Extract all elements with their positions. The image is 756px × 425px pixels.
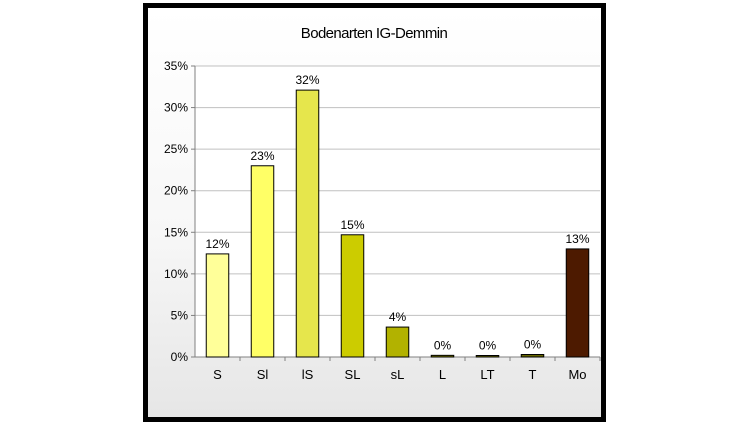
x-tick-label: lS xyxy=(302,367,314,382)
y-tick-label: 30% xyxy=(164,101,188,115)
y-tick-label: 35% xyxy=(164,59,188,73)
bar-Sl[interactable] xyxy=(250,165,275,358)
data-label: 4% xyxy=(389,310,407,324)
x-tick-label: S xyxy=(213,367,222,382)
y-tick-label: 15% xyxy=(164,225,188,239)
data-label: 0% xyxy=(479,339,497,353)
chart-title: Bodenarten IG-Demmin xyxy=(301,25,448,42)
x-tick-label: Sl xyxy=(257,367,269,382)
data-label: 15% xyxy=(340,218,364,232)
y-tick-label: 25% xyxy=(164,142,188,156)
bar-Mo[interactable] xyxy=(565,248,590,358)
x-tick-label: SL xyxy=(345,367,361,382)
y-tick-label: 20% xyxy=(164,184,188,198)
data-label: 32% xyxy=(295,73,319,87)
x-tick-label: Mo xyxy=(568,367,586,382)
y-tick-label: 5% xyxy=(171,308,189,322)
data-label: 0% xyxy=(434,338,452,352)
x-tick-label: LT xyxy=(480,367,494,382)
x-tick-label: L xyxy=(439,367,446,382)
bar-chart: Bodenarten IG-Demmin 0% 5% 10% 15% 20% 25% 30%… xyxy=(164,25,601,382)
bar-sL[interactable] xyxy=(385,326,410,358)
data-label: 23% xyxy=(250,149,274,163)
bar-lS[interactable] xyxy=(295,89,320,358)
bar-T[interactable] xyxy=(520,354,545,358)
chart-frame: Bodenarten IG-Demmin 0% 5% 10% 15% 20% 25% 30%… xyxy=(143,3,606,422)
data-label: 12% xyxy=(205,237,229,251)
bar-L[interactable] xyxy=(430,354,455,358)
bar-S[interactable] xyxy=(205,253,230,358)
x-tick-label: sL xyxy=(391,367,405,382)
data-label: 13% xyxy=(565,232,589,246)
x-tick-label: T xyxy=(529,367,537,382)
data-label: 0% xyxy=(524,338,542,352)
y-tick-label: 10% xyxy=(164,267,188,281)
bar-LT[interactable] xyxy=(475,355,500,358)
bar-SL[interactable] xyxy=(340,234,365,358)
y-tick-label: 0% xyxy=(171,350,189,364)
